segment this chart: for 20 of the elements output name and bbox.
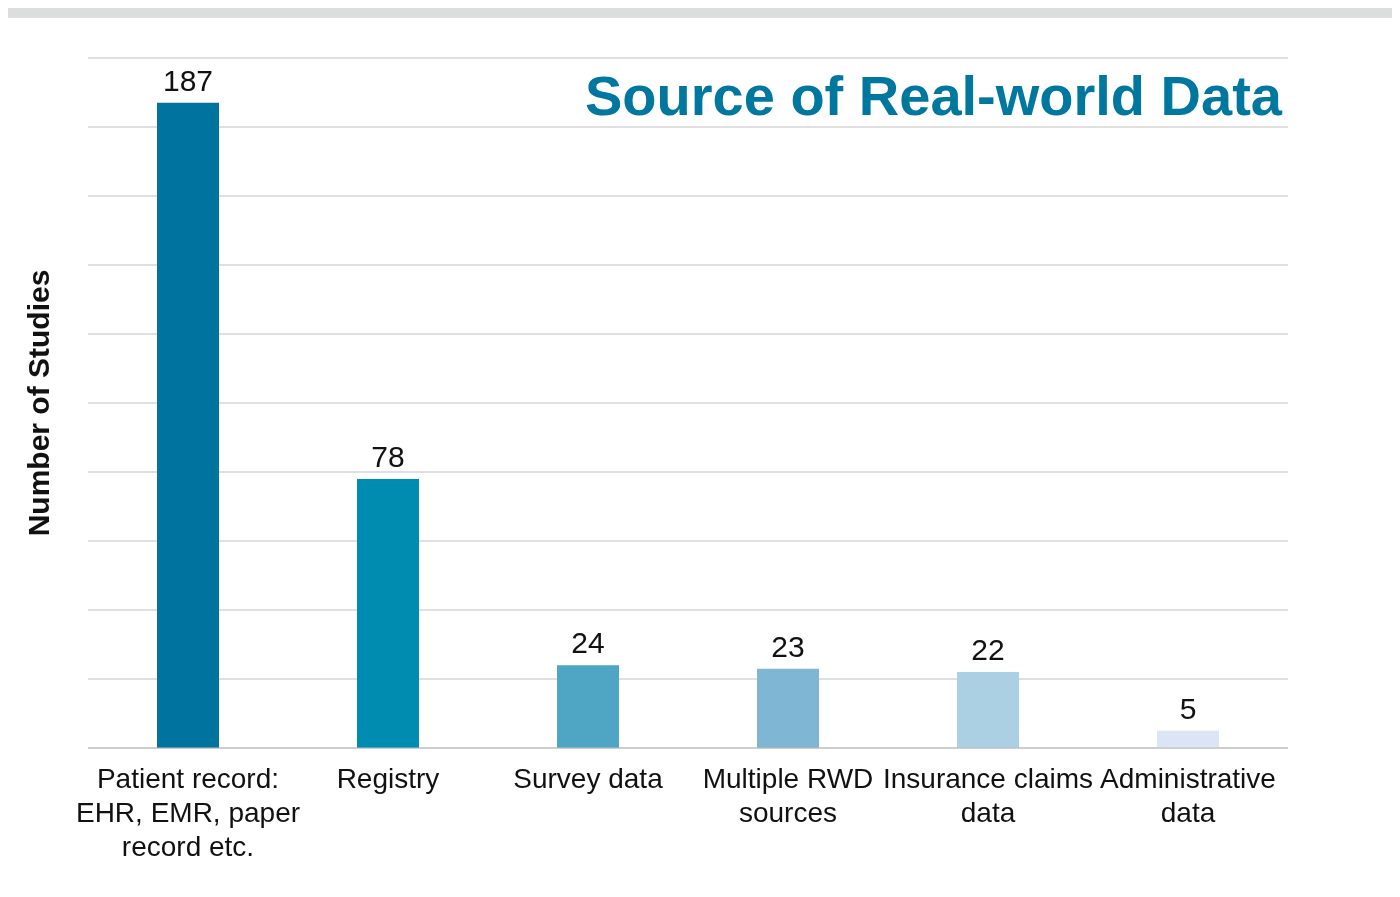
chart-title: Source of Real-world Data	[584, 63, 1282, 128]
bar	[357, 478, 419, 748]
data-label: 187	[162, 63, 214, 97]
bar	[557, 665, 619, 748]
bar	[957, 672, 1019, 748]
data-label: 23	[771, 629, 805, 663]
data-label: 78	[371, 439, 405, 473]
x-tick-label: Registry	[336, 763, 440, 794]
bar	[757, 668, 819, 748]
x-tick-label: Patient record: EHR, EMR, paper record etc.	[75, 763, 301, 862]
bar	[157, 102, 219, 748]
x-tick-label: Survey data	[513, 763, 664, 794]
bar	[1157, 730, 1219, 748]
data-label: 5	[1179, 691, 1197, 725]
data-label: 22	[971, 633, 1005, 667]
x-tick-label: Administrative data	[1100, 763, 1276, 828]
x-tick-label: Multiple RWD sources	[702, 763, 874, 828]
data-label: 24	[571, 626, 605, 660]
x-tick-label: Insurance claims data	[882, 763, 1094, 828]
y-axis-title: Number of Studies	[21, 269, 55, 537]
